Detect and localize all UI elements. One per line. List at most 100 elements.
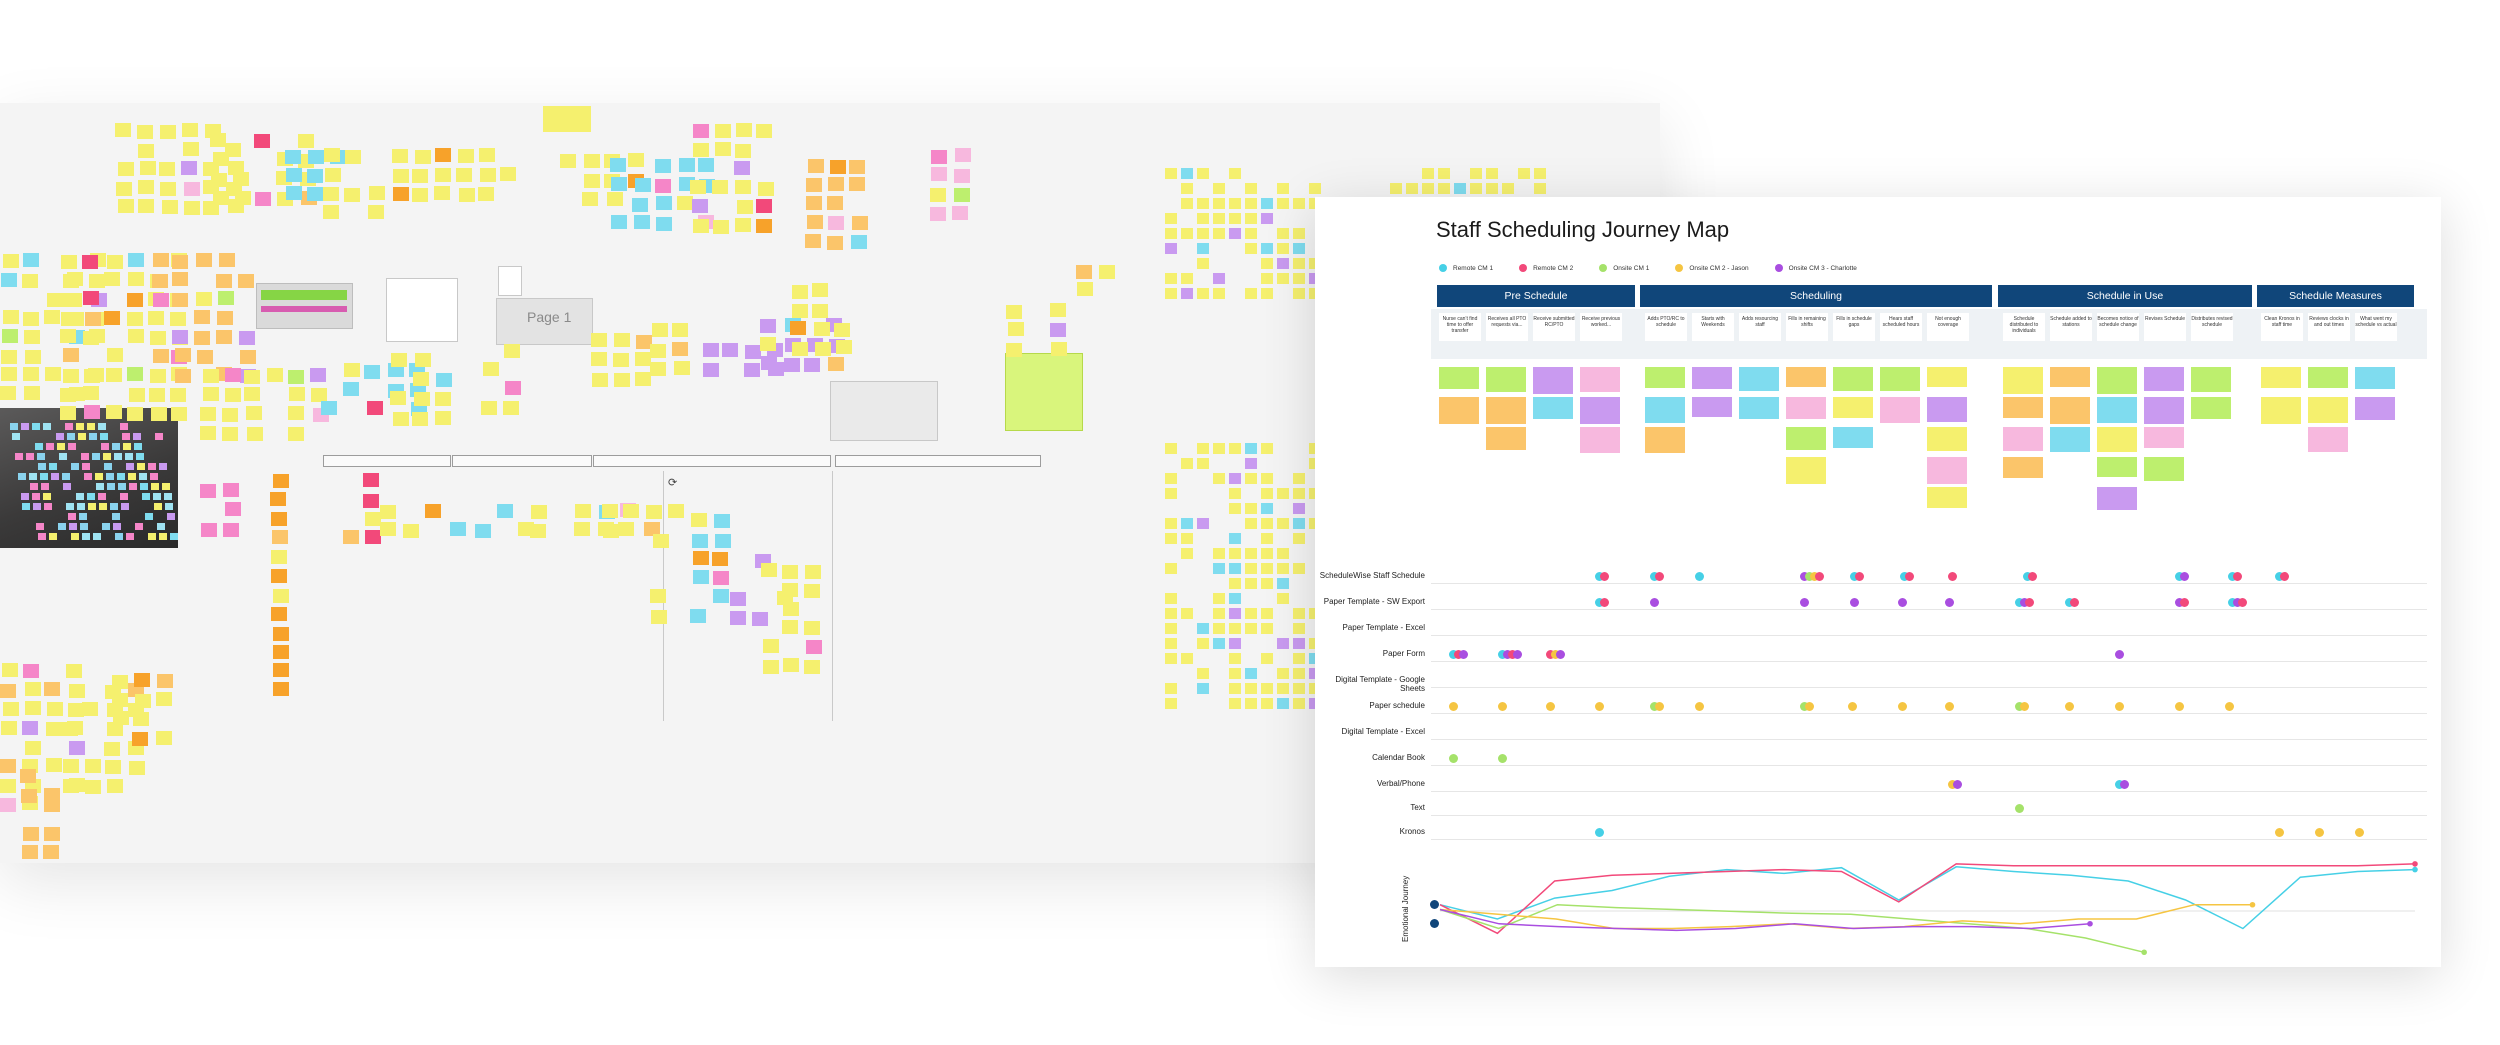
photo-note [154, 503, 162, 510]
journey-note [1927, 397, 1967, 422]
sticky-note [1099, 265, 1115, 279]
sticky-note [44, 827, 60, 841]
sticky-note [650, 589, 666, 603]
sticky-note [218, 291, 234, 305]
sticky-note [84, 369, 100, 383]
photo-note [94, 473, 103, 480]
sticky-note [435, 392, 451, 406]
sticky-note [112, 693, 128, 707]
sticky-note [635, 352, 651, 366]
touchpoint-dot [2228, 572, 2237, 581]
sticky-note [806, 196, 822, 210]
journey-note [2050, 397, 2090, 424]
legend-dot-icon [1675, 264, 1684, 272]
sticky-note [311, 388, 327, 402]
touchpoint-dot [1898, 598, 1907, 607]
touchpoint-dot [1945, 598, 1954, 607]
touchpoint-dot [2233, 572, 2242, 581]
touchpoint-dot [1600, 572, 1609, 581]
sticky-note [85, 780, 101, 794]
photo-note [114, 533, 123, 540]
sticky-note [23, 664, 39, 678]
sticky-note [116, 182, 132, 196]
photo-note [66, 503, 74, 510]
sticky-note [1213, 198, 1225, 209]
sticky-note [107, 348, 123, 362]
sticky-note [129, 388, 145, 402]
sticky-note [756, 219, 772, 233]
sticky-note [219, 253, 235, 267]
sticky-note [270, 492, 286, 506]
sad-face-icon [1430, 919, 1439, 928]
journey-step: Clean Kronos in staff time [2261, 313, 2303, 341]
sticky-note [1261, 473, 1273, 484]
journey-step: Receive previous worked... [1580, 313, 1622, 341]
sticky-note [1293, 503, 1305, 514]
sticky-note [1197, 228, 1209, 239]
sticky-note [693, 570, 709, 584]
journey-note [2003, 427, 2043, 451]
sticky-note [1165, 473, 1177, 484]
sticky-note [267, 368, 283, 382]
photo-note [112, 443, 120, 450]
journey-step: Fills in schedule gaps [1833, 313, 1875, 341]
sticky-note [368, 205, 384, 219]
sticky-note [22, 845, 38, 859]
sticky-note [1181, 458, 1193, 469]
sticky-note [807, 215, 823, 229]
sticky-note [1454, 183, 1466, 194]
photo-note [124, 453, 133, 460]
sticky-note [216, 274, 232, 288]
journey-note [2097, 457, 2137, 477]
sticky-note [1197, 243, 1209, 254]
sticky-note [0, 798, 16, 812]
sticky-note [343, 382, 359, 396]
photo-note [123, 443, 131, 450]
sticky-note [156, 731, 172, 745]
sticky-note [500, 167, 516, 181]
photo-note [31, 493, 40, 500]
sticky-note [255, 192, 271, 206]
touchpoint-dot [1454, 650, 1463, 659]
sticky-note [715, 142, 731, 156]
sticky-note [804, 584, 820, 598]
touchpoint-dot [1546, 702, 1555, 711]
touchpoint-dot [2280, 572, 2289, 581]
sticky-note [118, 162, 134, 176]
journey-note [1833, 427, 1873, 448]
journey-note [2097, 367, 2137, 394]
sticky-note [321, 401, 337, 415]
sticky-note [1261, 443, 1273, 454]
sticky-note [138, 199, 154, 213]
screenshot-panel [256, 283, 353, 329]
sticky-note [1165, 638, 1177, 649]
sticky-note [1245, 243, 1257, 254]
photo-note [80, 523, 88, 530]
header-note [543, 106, 591, 132]
sticky-note [1293, 533, 1305, 544]
sticky-note [1261, 578, 1273, 589]
touchpoint-dot [1449, 650, 1458, 659]
sticky-note [851, 235, 867, 249]
group-label-2 [452, 455, 592, 467]
photo-note [121, 433, 130, 440]
sticky-note [584, 174, 600, 188]
sticky-note [21, 789, 37, 803]
journey-step: Schedule added to stations [2050, 313, 2092, 341]
sticky-note [289, 387, 305, 401]
sticky-note [635, 178, 651, 192]
journey-note [1645, 427, 1685, 453]
sticky-note [363, 494, 379, 508]
journey-step: What went my schedule vs actual [2355, 313, 2397, 341]
journey-note [1927, 427, 1967, 451]
wall-photo [0, 408, 178, 548]
photo-note [144, 513, 153, 520]
sticky-note [273, 645, 289, 659]
touchpoint-dot [2175, 598, 2184, 607]
sticky-note [1229, 578, 1241, 589]
sticky-note [216, 330, 232, 344]
journey-note [2003, 367, 2043, 394]
sticky-note [69, 684, 85, 698]
sticky-note [1165, 698, 1177, 709]
journey-map-panel[interactable]: Staff Scheduling Journey Map Remote CM 1… [1315, 197, 2441, 967]
